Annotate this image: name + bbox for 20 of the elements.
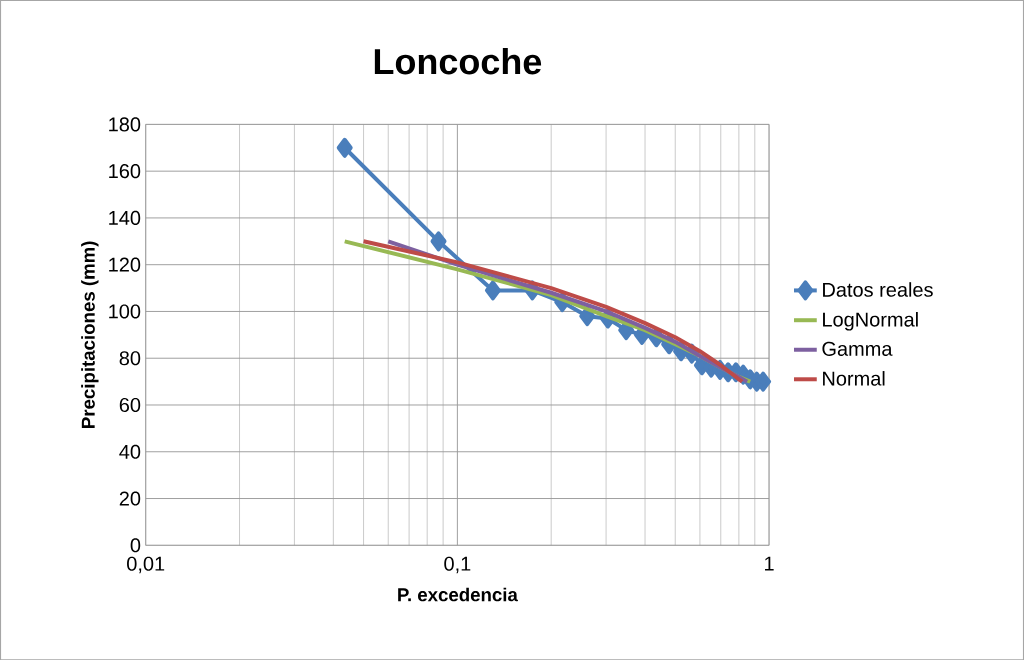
x-axis-title: P. excedencia (398, 587, 518, 602)
y-tick-label: 140 (109, 210, 141, 225)
legend-label: LogNormal (823, 311, 918, 331)
legend-label: Gamma (822, 341, 893, 356)
x-tick-label: 0,1 (444, 556, 471, 573)
y-axis-title: Precipitaciones (mm) (81, 241, 99, 428)
y-tick-label: 80 (119, 350, 141, 366)
y-tick-label: 60 (119, 397, 141, 412)
y-tick-label: 160 (109, 163, 141, 179)
legend-label: Normal (823, 370, 885, 386)
y-tick-label: 20 (119, 491, 141, 506)
legend-label: Datos reales (823, 282, 933, 297)
x-tick-label: 1 (765, 556, 774, 571)
chart-title: Loncoche (374, 47, 542, 75)
y-tick-label: 120 (109, 257, 141, 272)
y-tick-label: 180 (109, 117, 141, 132)
y-tick-label: 0 (130, 538, 141, 553)
y-tick-label: 100 (109, 304, 141, 319)
x-tick-label: 0,01 (127, 556, 165, 573)
y-tick-label: 40 (119, 444, 141, 459)
